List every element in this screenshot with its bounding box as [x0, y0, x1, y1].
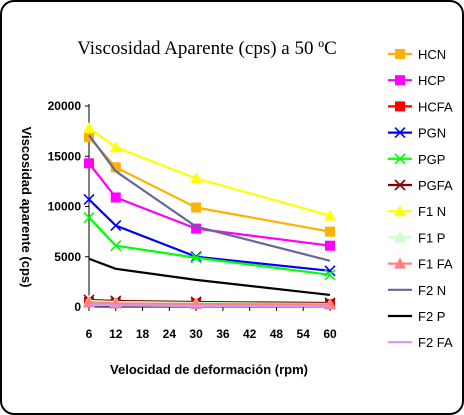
x-axis-label: Velocidad de deformación (rpm): [110, 362, 308, 377]
legend-label: F2 N: [418, 283, 446, 298]
series-line-f2-n: [88, 134, 331, 262]
data-point-hcn: [325, 226, 335, 237]
data-point-f1-n: [190, 172, 203, 184]
y-tick-label: 15000: [48, 149, 82, 163]
x-tick-label: 12: [109, 327, 123, 341]
data-point-hcp: [325, 240, 335, 251]
data-point-pgn: [110, 220, 122, 232]
y-tick-label: 20000: [48, 99, 82, 113]
legend-item-f2-n: F2 N: [388, 283, 446, 298]
series-line-hcp: [88, 162, 331, 247]
y-tick-label: 10000: [48, 200, 82, 214]
x-tick-label: 60: [323, 327, 337, 341]
legend-label: F1 P: [418, 230, 445, 245]
legend-label: F2 P: [418, 309, 445, 324]
legend-label: PGN: [418, 126, 446, 141]
series-line-pgp: [88, 216, 331, 276]
legend: HCN HCP HCFA PGN PGP PGFA F1 N F1 P F1 FA F2 N F2 …: [388, 47, 453, 350]
series-line-pgn: [88, 198, 331, 272]
x-tick-label: 18: [136, 327, 150, 341]
legend-swatch-marker: [394, 153, 406, 165]
legend-swatch-marker: [395, 49, 405, 59]
legend-item-hcfa: HCFA: [388, 99, 453, 114]
legend-item-hcp: HCP: [388, 73, 445, 88]
legend-item-pgn: PGN: [388, 126, 446, 141]
data-point-pgp: [324, 269, 336, 281]
legend-item-hcn: HCN: [388, 47, 446, 62]
y-tick-label: 5000: [54, 250, 81, 264]
legend-item-f1-p: F1 P: [388, 230, 445, 245]
legend-label: PGP: [418, 152, 445, 167]
series-line-f1-fa: [88, 301, 331, 306]
data-point-hcn: [110, 162, 121, 173]
x-tick-label: 24: [163, 327, 177, 341]
x-tick-label: 6: [86, 327, 93, 341]
data-point-pgn: [83, 193, 95, 206]
legend-label: HCFA: [418, 99, 453, 114]
chart-title: Viscosidad Aparente (cps) a 50 ºC: [77, 38, 337, 59]
x-tick-label: 48: [270, 327, 284, 341]
legend-item-f2-fa: F2 FA: [388, 335, 453, 350]
plot-area: 0 5000 10000 15000 20000 6 12 18 24 30 36 42 48 54 60: [48, 99, 337, 341]
series-line-f2-fa: [88, 303, 331, 308]
legend-label: HCN: [418, 47, 446, 62]
data-point-f1-n: [324, 209, 336, 221]
legend-label: HCP: [418, 73, 445, 88]
data-point-hcp: [84, 158, 94, 169]
data-point-f1-n: [109, 141, 122, 153]
x-tick-label: 30: [189, 327, 203, 341]
legend-swatch-marker: [394, 231, 406, 243]
legend-swatch-marker: [395, 75, 405, 86]
legend-label: F2 FA: [418, 335, 453, 350]
data-point-pgp: [83, 211, 95, 224]
x-tick-label: 42: [243, 327, 257, 341]
legend-item-f1-fa: F1 FA: [388, 257, 453, 272]
legend-item-pgfa: PGFA: [388, 178, 453, 193]
legend-swatch-marker: [395, 101, 405, 112]
data-point-hcp: [110, 192, 121, 203]
legend-label: F1 N: [418, 204, 446, 219]
legend-swatch-marker: [394, 205, 406, 217]
data-point-hcn: [191, 202, 202, 213]
legend-swatch-marker: [394, 257, 406, 269]
data-point-pgp: [110, 240, 122, 252]
legend-item-f2-p: F2 P: [388, 309, 445, 324]
data-point-pgp: [190, 252, 202, 264]
legend-swatch-marker: [394, 179, 406, 191]
series-line-f2-p: [88, 257, 331, 297]
x-tick-label: 36: [216, 327, 230, 341]
legend-label: F1 FA: [418, 257, 453, 272]
series-line-f1-n: [88, 127, 331, 217]
x-tick-label: 54: [297, 327, 311, 341]
legend-item-f1-n: F1 N: [388, 204, 446, 219]
legend-swatch-marker: [394, 127, 406, 139]
y-axis-label: Viscosidad aparente (cps): [19, 127, 34, 288]
legend-item-pgp: PGP: [388, 152, 445, 167]
legend-label: PGFA: [418, 178, 453, 193]
data-point-hcp: [191, 223, 202, 234]
data-point-hcn: [84, 132, 94, 143]
data-point-f1-n: [83, 122, 95, 134]
y-tick-label: 0: [74, 300, 81, 314]
